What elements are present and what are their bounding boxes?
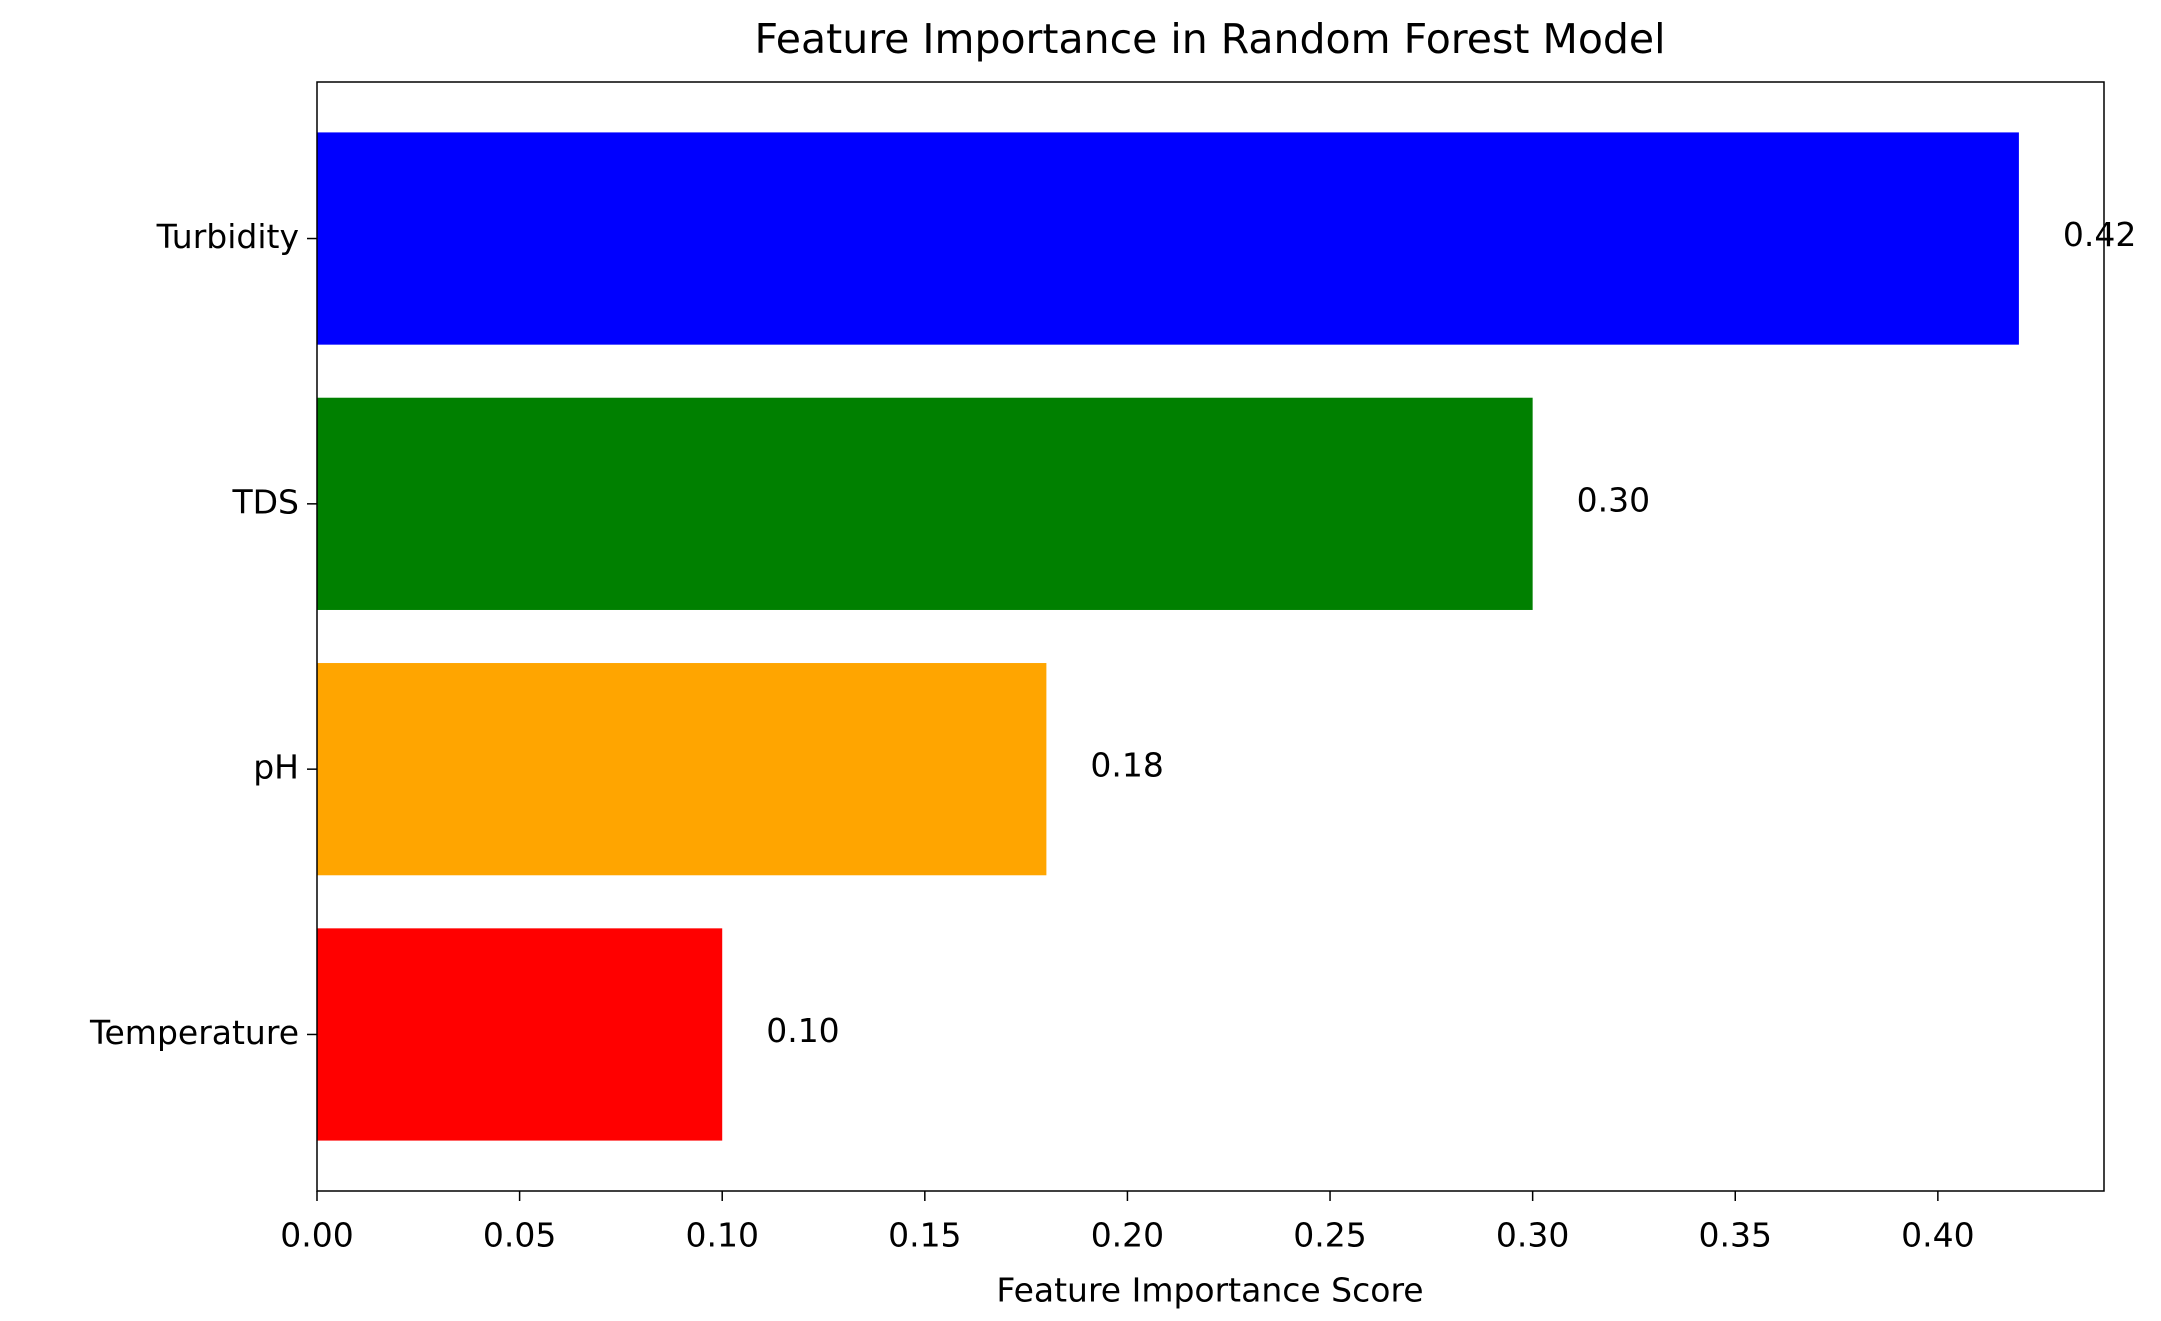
bar bbox=[317, 397, 1533, 610]
x-tick-label: 0.30 bbox=[1496, 1216, 1569, 1255]
x-tick-label: 0.10 bbox=[685, 1216, 758, 1255]
x-tick-label: 0.00 bbox=[280, 1216, 353, 1255]
y-tick-label: pH bbox=[253, 748, 299, 787]
plot-frame bbox=[316, 81, 2105, 1192]
x-tick-label: 0.35 bbox=[1699, 1216, 1772, 1255]
bar bbox=[317, 928, 723, 1141]
y-tick-label: TDS bbox=[231, 482, 299, 521]
x-tick-label: 0.05 bbox=[483, 1216, 556, 1255]
x-tick-label: 0.25 bbox=[1293, 1216, 1366, 1255]
bar bbox=[317, 663, 1047, 876]
x-tick-label: 0.15 bbox=[888, 1216, 961, 1255]
value-label: 0.10 bbox=[766, 1011, 839, 1050]
value-label: 0.18 bbox=[1090, 746, 1163, 785]
x-axis-label: Feature Importance Score bbox=[996, 1271, 1423, 1310]
y-tick-label: Turbidity bbox=[156, 217, 299, 256]
y-tick-label: Temperature bbox=[89, 1013, 299, 1052]
x-tick-label: 0.20 bbox=[1091, 1216, 1164, 1255]
value-label: 0.30 bbox=[1577, 480, 1650, 519]
value-label: 0.42 bbox=[2063, 215, 2136, 254]
bar bbox=[317, 132, 2019, 345]
chart-title: Feature Importance in Random Forest Mode… bbox=[754, 15, 1665, 63]
x-tick-label: 0.40 bbox=[1901, 1216, 1974, 1255]
